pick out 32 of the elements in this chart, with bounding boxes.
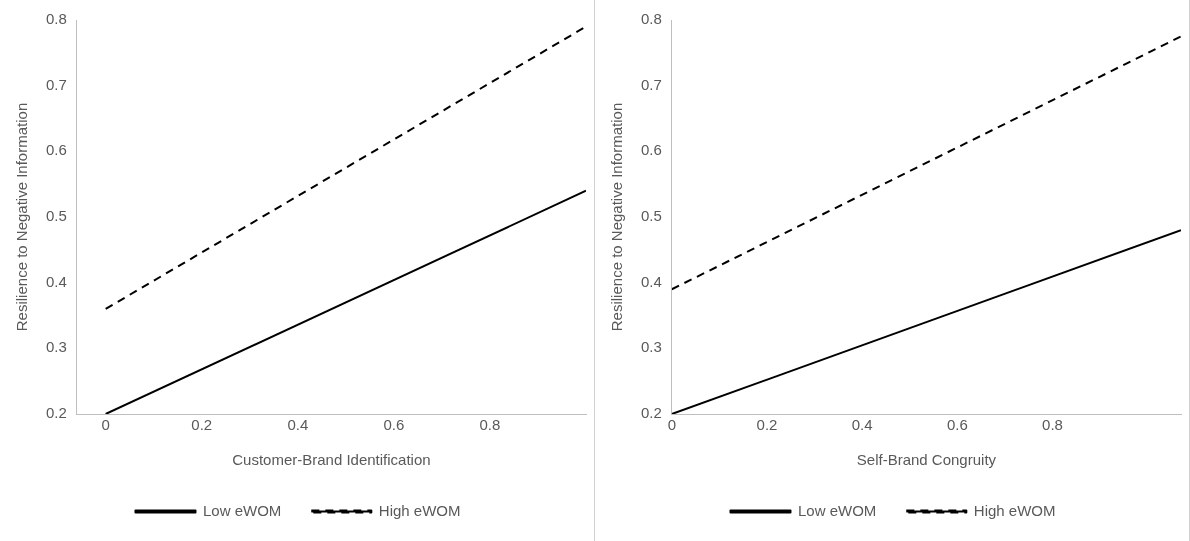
y-tick-label: 0.8 bbox=[640, 10, 662, 28]
x-tick-label: 0.8 bbox=[479, 416, 501, 434]
x-tick-label: 0.4 bbox=[851, 416, 873, 434]
y-tick-label: 0.2 bbox=[45, 404, 67, 422]
x-tick-label: 0.4 bbox=[287, 416, 309, 434]
y-tick-label: 0.6 bbox=[640, 141, 662, 159]
y-tick-label: 0.7 bbox=[640, 75, 662, 93]
legend-label: Low eWOM bbox=[202, 501, 282, 519]
x-tick-label: 0 bbox=[101, 416, 110, 434]
y-axis-title: Resilience to Negative Information bbox=[608, 102, 626, 332]
x-tick-label: 0.2 bbox=[191, 416, 213, 434]
y-tick-label: 0.4 bbox=[640, 272, 662, 290]
x-tick-label: 0.2 bbox=[756, 416, 778, 434]
y-tick-label: 0.5 bbox=[45, 207, 67, 225]
x-tick-label: 0.8 bbox=[1042, 416, 1063, 434]
legend-label: Low eWOM bbox=[797, 501, 877, 519]
y-tick-label: 0.8 bbox=[45, 10, 67, 28]
y-tick-label: 0.4 bbox=[45, 272, 67, 290]
y-tick-label: 0.5 bbox=[640, 207, 662, 225]
y-tick-label: 0.3 bbox=[45, 338, 67, 356]
x-axis-title: Self-Brand Congruity bbox=[856, 451, 997, 469]
x-tick-label: 0.6 bbox=[946, 416, 968, 434]
y-axis-title: Resilience to Negative Information bbox=[13, 102, 31, 332]
y-tick-label: 0.6 bbox=[45, 141, 67, 159]
x-axis-title: Customer-Brand Identification bbox=[232, 451, 431, 469]
x-tick-label: 0.6 bbox=[383, 416, 405, 434]
y-tick-label: 0.3 bbox=[640, 338, 662, 356]
x-tick-label: 0 bbox=[667, 416, 677, 434]
y-tick-label: 0.2 bbox=[640, 404, 662, 422]
y-tick-label: 0.7 bbox=[45, 75, 67, 93]
legend-label: High eWOM bbox=[973, 501, 1056, 519]
legend-label: High eWOM bbox=[378, 501, 461, 519]
